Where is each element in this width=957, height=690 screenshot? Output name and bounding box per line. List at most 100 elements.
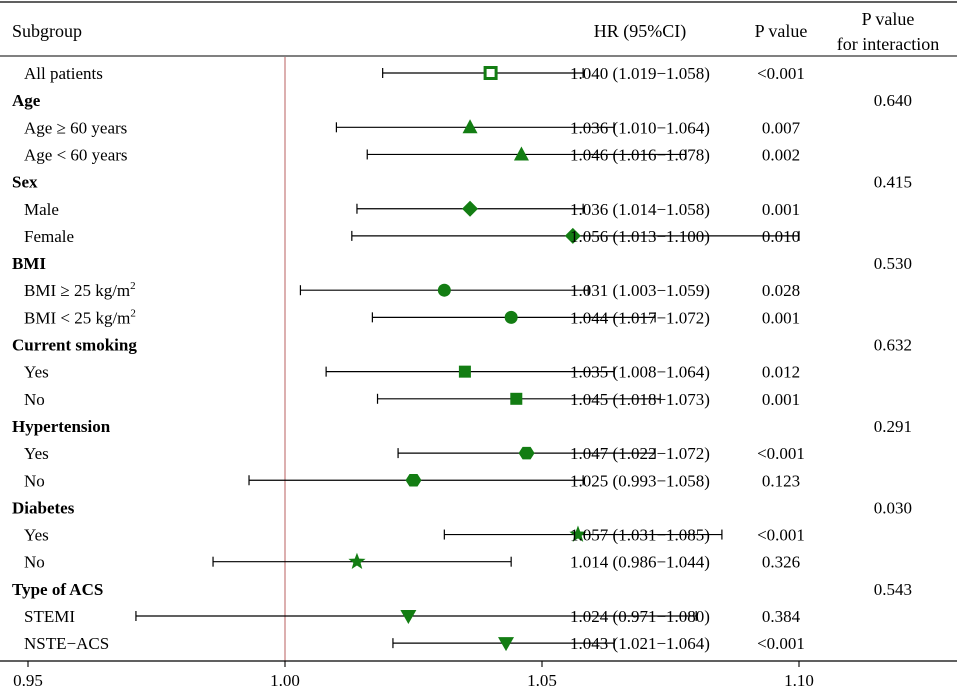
p-value-text: <0.001 [757,526,805,545]
hr-ci-text: 1.031 (1.003−1.059) [570,281,710,300]
hr-ci-text: 1.024 (0.971−1.080) [570,607,710,626]
forest-row: No 1.025 (0.993−1.058) 0.123 [24,471,800,490]
forest-row: NSTE−ACS 1.043 (1.021−1.064) <0.001 [24,634,805,653]
row-label: Age ≥ 60 years [24,118,127,137]
p-interaction-text: 0.415 [874,173,912,192]
row-label: Diabetes [12,498,75,517]
p-value-text: 0.012 [762,363,800,382]
p-value-text: <0.001 [757,64,805,83]
forest-row: STEMI 1.024 (0.971−1.080) 0.384 [24,607,801,626]
row-label-superscript: 2 [130,280,136,292]
forest-row: Male 1.036 (1.014−1.058) 0.001 [24,200,800,219]
hr-ci-text: 1.043 (1.021−1.064) [570,634,710,653]
point-estimate-marker [564,227,581,244]
row-label-text: Yes [24,363,49,382]
row-label: Type of ACS [12,580,103,599]
header-p-interaction-line2: for interaction [837,34,939,54]
point-estimate-marker [437,283,451,297]
row-label-text: STEMI [24,607,75,626]
row-label-text: Male [24,200,59,219]
point-estimate-marker [510,392,523,405]
point-estimate-marker [483,66,498,80]
row-label: No [24,471,45,490]
header-p-interaction-line1: P value [862,9,915,29]
row-label-text: Current smoking [12,336,137,355]
p-value-text: 0.001 [762,390,800,409]
hr-ci-text: 1.036 (1.014−1.058) [570,200,710,219]
row-label: Female [24,227,74,246]
forest-row: All patients 1.040 (1.019−1.058) <0.001 [24,64,805,83]
row-label: Yes [24,526,49,545]
p-value-text: 0.326 [762,553,800,572]
subgroup-header-row: Type of ACS 0.543 [12,580,912,599]
row-label-text: Female [24,227,74,246]
hr-ci-text: 1.014 (0.986−1.044) [570,553,710,572]
p-value-text: 0.002 [762,145,800,164]
row-label-text: Sex [12,173,38,192]
row-label: Sex [12,173,38,192]
row-label: Yes [24,444,49,463]
header-hr: HR (95%CI) [594,21,687,42]
x-tick-label: 1.00 [270,671,300,690]
hr-ci-text: 1.044 (1.017−1.072) [570,308,710,327]
row-label-text: Age ≥ 60 years [24,118,127,137]
hr-ci-text: 1.047 (1.022−1.072) [570,444,710,463]
p-interaction-text: 0.640 [874,91,912,110]
row-label-text: No [24,553,45,572]
subgroup-header-row: Diabetes 0.030 [12,498,912,517]
p-value-text: <0.001 [757,444,805,463]
p-interaction-text: 0.291 [874,417,912,436]
x-tick-label: 0.95 [13,671,43,690]
hr-ci-text: 1.025 (0.993−1.058) [570,471,710,490]
forest-row: Yes 1.057 (1.031−1.085) <0.001 [24,525,805,545]
p-value-text: 0.001 [762,308,800,327]
p-interaction-text: 0.030 [874,498,912,517]
point-estimate-marker [504,310,518,324]
row-label: BMI ≥ 25 kg/m2 [24,280,136,300]
point-estimate-marker [462,200,479,217]
subgroup-header-row: Age 0.640 [12,91,912,110]
row-label: Current smoking [12,336,137,355]
hr-ci-text: 1.056 (1.013−1.100) [570,227,710,246]
forest-row: Yes 1.047 (1.022−1.072) <0.001 [24,444,805,463]
row-label-text: BMI < 25 kg/m [24,308,130,327]
row-label-text: Type of ACS [12,580,103,599]
forest-row: Female 1.056 (1.013−1.100) 0.010 [24,227,800,246]
row-label-text: Yes [24,526,49,545]
point-estimate-marker [458,365,471,378]
row-label: NSTE−ACS [24,634,109,653]
point-estimate-marker [518,446,535,460]
x-tick-label: 1.10 [784,671,814,690]
row-label-text: No [24,471,45,490]
row-label-text: BMI ≥ 25 kg/m [24,281,130,300]
subgroup-header-row: Sex 0.415 [12,173,912,192]
row-label: Male [24,200,59,219]
row-label-text: NSTE−ACS [24,634,109,653]
forest-row: No 1.045 (1.018−1.073) 0.001 [24,390,800,409]
point-estimate-marker [348,552,366,569]
row-label-text: Hypertension [12,417,111,436]
row-label: STEMI [24,607,75,626]
p-value-text: 0.028 [762,281,800,300]
row-label: BMI [12,254,46,273]
p-value-text: 0.010 [762,227,800,246]
point-estimate-marker [513,146,529,161]
row-label: Hypertension [12,417,111,436]
subgroup-header-row: BMI 0.530 [12,254,912,273]
point-estimate-marker [569,525,587,542]
row-label-text: BMI [12,254,46,273]
row-label: No [24,390,45,409]
point-estimate-marker [462,119,478,134]
header-subgroup: Subgroup [12,21,82,41]
point-estimate-marker [498,637,515,652]
p-value-text: 0.123 [762,471,800,490]
forest-row: Yes 1.035 (1.008−1.064) 0.012 [24,363,800,382]
forest-row: BMI < 25 kg/m2 1.044 (1.017−1.072) 0.001 [24,307,800,327]
row-label-superscript: 2 [130,307,136,319]
p-value-text: 0.001 [762,200,800,219]
forest-row: BMI ≥ 25 kg/m2 1.031 (1.003−1.059) 0.028 [24,280,800,300]
row-label: No [24,553,45,572]
row-label: Age [12,91,41,110]
row-label: Age < 60 years [24,145,128,164]
